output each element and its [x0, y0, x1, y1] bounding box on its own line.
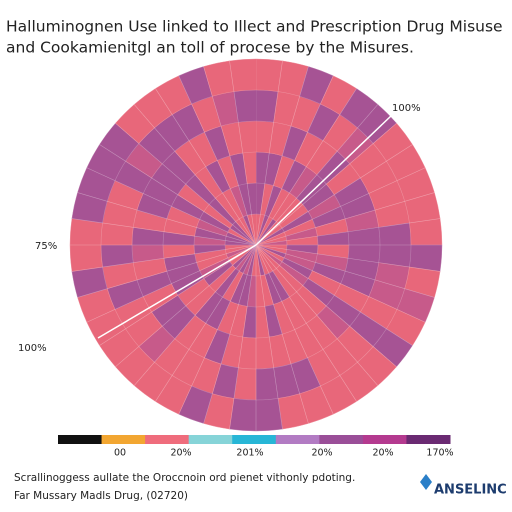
- spoke: [255, 244, 426, 323]
- ring: [224, 213, 288, 277]
- spoke: [133, 244, 257, 386]
- spoke: [255, 122, 397, 246]
- colorbar-segment: [101, 435, 146, 444]
- spoke: [115, 244, 257, 368]
- spoke: [255, 192, 435, 246]
- spoke: [255, 167, 426, 246]
- annotation: 100%: [392, 103, 421, 114]
- logo: ANSELINC: [434, 483, 507, 498]
- spoke: [178, 75, 257, 246]
- ring: [162, 151, 350, 339]
- spoke: [203, 66, 257, 246]
- colorbar-segment: [232, 435, 277, 444]
- spoke: [255, 244, 309, 424]
- spoke: [77, 192, 257, 246]
- spoke: [155, 244, 257, 402]
- spoke: [99, 244, 257, 346]
- spoke: [178, 244, 257, 415]
- spoke: [255, 244, 413, 346]
- ring: [131, 120, 381, 370]
- spoke: [86, 244, 257, 323]
- spoke: [229, 244, 257, 430]
- spoke: [255, 244, 357, 402]
- footer-line: Scrallinoggess aullate the Oroccnoin ord…: [14, 472, 355, 484]
- colorbar-label: 00: [114, 448, 126, 459]
- spoke: [255, 88, 357, 246]
- spoke: [255, 144, 413, 246]
- spoke: [155, 88, 257, 246]
- colorbar-label: 201%: [236, 448, 263, 459]
- annotation-line: [255, 114, 393, 246]
- spoke: [255, 60, 283, 246]
- colorbar: 00 20% 201% 20% 20% 170%: [58, 435, 454, 459]
- spoke: [255, 244, 379, 386]
- colorbar-label: 20%: [170, 448, 191, 459]
- colorbar-segment: [275, 435, 320, 444]
- colorbar-segment: [319, 435, 364, 444]
- colorbar-label: 170%: [426, 448, 453, 459]
- spoke: [203, 244, 257, 424]
- spoke: [115, 122, 257, 246]
- ring: [69, 58, 443, 432]
- spoke: [255, 244, 397, 368]
- spoke: [229, 60, 257, 246]
- colorbar-segment: [362, 435, 407, 444]
- spoke: [255, 66, 309, 246]
- wedge-cell: [229, 58, 257, 92]
- colorbar-label: 20%: [372, 448, 393, 459]
- annotation-line: [97, 244, 257, 339]
- logo-icon: [420, 474, 432, 490]
- spoke: [71, 218, 257, 246]
- spoke: [255, 218, 441, 246]
- spoke: [86, 167, 257, 246]
- ring: [100, 89, 412, 401]
- spoke: [99, 144, 257, 246]
- spoke: [133, 104, 257, 246]
- colorbar-segment: [58, 435, 103, 444]
- spoke: [255, 244, 435, 298]
- spoke: [255, 244, 334, 415]
- annotation: 75%: [35, 241, 57, 252]
- ring: [193, 182, 319, 308]
- spoke: [77, 244, 257, 298]
- spoke: [255, 75, 334, 246]
- footer-line: Far Mussary Madls Drug, (02720): [14, 490, 188, 502]
- colorbar-label: 20%: [311, 448, 332, 459]
- colorbar-segment: [406, 435, 451, 444]
- title-line: Halluminognen Use linked to Illect and P…: [6, 18, 503, 36]
- colorbar-segment: [188, 435, 233, 444]
- spoke: [71, 244, 257, 272]
- spoke: [255, 244, 441, 272]
- annotation: 100%: [18, 343, 47, 354]
- spoke: [255, 104, 379, 246]
- title-line: and Cookamienitgl an toll of procese by …: [6, 39, 414, 57]
- radial-chart: [69, 58, 443, 432]
- spoke: [255, 244, 283, 430]
- colorbar-segment: [145, 435, 190, 444]
